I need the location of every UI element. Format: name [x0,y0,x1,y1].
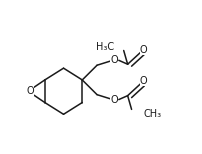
Text: O: O [26,86,34,96]
Text: O: O [109,95,117,105]
Text: CH₃: CH₃ [143,109,161,119]
Text: H₃C: H₃C [95,42,113,52]
Text: O: O [139,76,146,86]
Text: O: O [139,45,146,55]
Text: O: O [109,55,117,65]
